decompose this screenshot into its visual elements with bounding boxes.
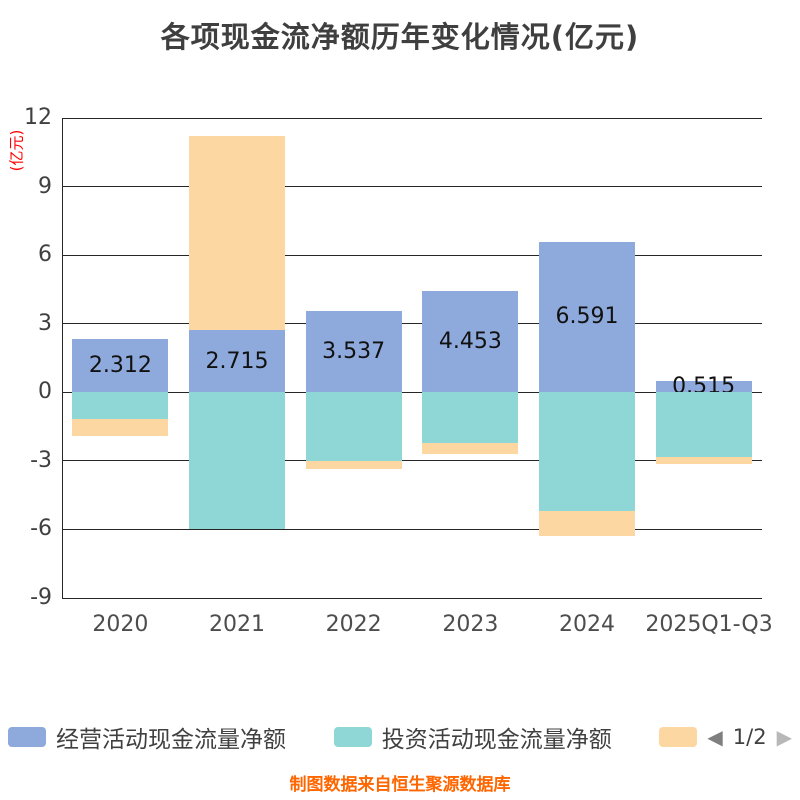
bar-segment-series2-2025Q1-Q3[interactable] xyxy=(655,392,752,458)
bar-segment-series2-2021[interactable] xyxy=(189,392,285,530)
x-axis-label: 2022 xyxy=(325,612,382,637)
legend-swatch-financing[interactable] xyxy=(659,727,698,747)
legend-next-page-icon[interactable]: ▶ xyxy=(776,725,792,749)
bar-value-label: 2.715 xyxy=(205,348,269,374)
y-tick-label: 0 xyxy=(38,379,52,405)
legend-item-operating[interactable]: 经营活动现金流量净额 xyxy=(8,720,286,754)
gridline xyxy=(62,186,762,188)
y-tick-label: -6 xyxy=(30,516,52,542)
x-axis-label: 2020 xyxy=(92,612,149,637)
bar-value-label: 4.453 xyxy=(438,328,502,354)
gridline xyxy=(62,460,762,462)
legend-item-investing[interactable]: 投资活动现金流量净额 xyxy=(333,720,612,754)
bar-value-label: 3.537 xyxy=(322,339,386,365)
bar-value-label: 2.312 xyxy=(88,353,152,379)
bar-segment-series1-2022[interactable] xyxy=(305,311,402,393)
x-axis-label: 2025Q1-Q3 xyxy=(645,612,773,637)
bar-segment-series3-2025Q1-Q3[interactable] xyxy=(655,457,752,465)
legend-swatch-investing xyxy=(333,727,372,747)
y-tick-label: 9 xyxy=(38,173,52,199)
gridline xyxy=(62,254,762,256)
gridline xyxy=(62,117,762,119)
y-axis-line xyxy=(62,118,63,598)
legend-swatch-operating xyxy=(8,727,46,747)
page-title: 各项现金流净额历年变化情况(亿元) xyxy=(160,20,640,54)
y-tick-label: -3 xyxy=(30,447,52,473)
y-tick-label: 3 xyxy=(38,310,52,336)
gridline xyxy=(62,528,762,530)
x-axis-label: 2023 xyxy=(442,612,499,637)
bar-segment-series3-2024[interactable] xyxy=(539,511,635,537)
bar-segment-series1-2020[interactable] xyxy=(72,339,169,393)
legend: 经营活动现金流量净额 投资活动现金流量净额 ◀ 1/2 ▶ xyxy=(0,720,800,754)
gridline xyxy=(62,391,762,393)
gridline xyxy=(62,597,762,599)
x-axis-label: 2024 xyxy=(558,612,615,637)
legend-page-indicator: 1/2 xyxy=(732,725,767,749)
legend-prev-page-icon[interactable]: ◀ xyxy=(707,725,723,749)
chart-plot-area: 12 9 6 3 0 -3 -6 -9 2020 2.312 2021 2.715 2022 3.537 2… xyxy=(24,105,773,637)
bar-segment-series2-2024[interactable] xyxy=(539,392,635,512)
x-axis-label: 2021 xyxy=(208,612,265,637)
footer-caption: 制图数据来自恒生聚源数据库 xyxy=(289,775,511,795)
gridline xyxy=(62,323,762,325)
bar-segment-series1-2023[interactable] xyxy=(422,290,519,393)
bar-value-label: 0.515 xyxy=(672,373,736,399)
bar-segment-series2-2023[interactable] xyxy=(422,392,519,443)
bar-segment-series3-2022[interactable] xyxy=(305,460,402,469)
legend-label-investing: 投资活动现金流量净额 xyxy=(381,727,612,753)
bar-segment-series1-2021[interactable] xyxy=(189,330,285,393)
y-tick-label: 6 xyxy=(38,242,52,268)
legend-label-operating: 经营活动现金流量净额 xyxy=(56,727,286,753)
y-tick-label: -9 xyxy=(30,585,52,610)
legend-item-financing-pagination: ◀ 1/2 ▶ xyxy=(659,725,792,749)
y-tick-label: 12 xyxy=(24,105,52,130)
bar-segment-series2-2022[interactable] xyxy=(305,392,402,461)
bar-segment-series1-2025Q1-Q3[interactable] xyxy=(655,380,752,393)
bar-value-label: 6.591 xyxy=(555,304,619,330)
bar-segment-series1-2024[interactable] xyxy=(539,241,635,393)
bar-segment-series3-2021[interactable] xyxy=(189,135,285,331)
bar-segment-series3-2020[interactable] xyxy=(72,418,169,436)
bar-segment-series3-2023[interactable] xyxy=(422,442,519,454)
bar-segment-series2-2020[interactable] xyxy=(72,392,169,419)
